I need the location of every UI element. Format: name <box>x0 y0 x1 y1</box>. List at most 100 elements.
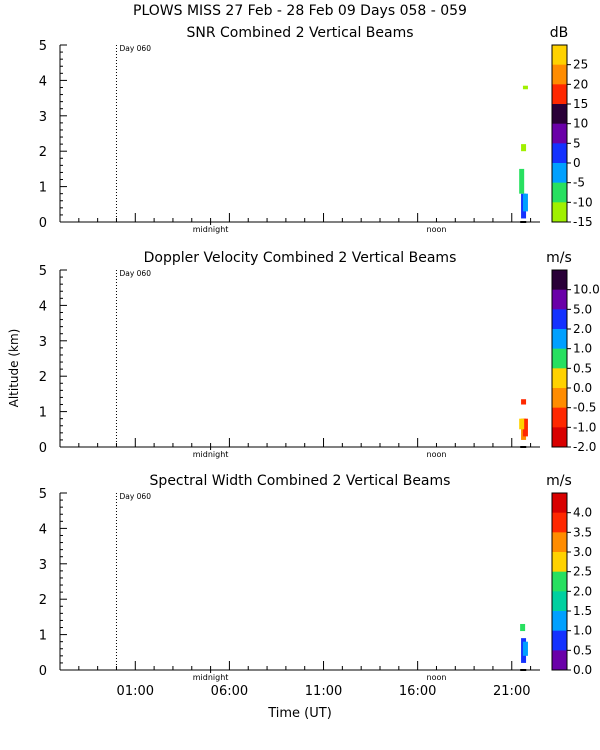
colorbar-label: 1.0 <box>573 342 592 356</box>
y-tick-label: 5 <box>39 264 47 279</box>
y-tick-label: 4 <box>39 522 47 537</box>
x-tick-label: 11:00 <box>305 684 342 699</box>
y-tick-label: 5 <box>39 487 47 502</box>
y-tick-label: 0 <box>39 664 47 679</box>
colorbar-units: m/s <box>546 250 572 266</box>
colorbar-label: 2.0 <box>573 322 592 336</box>
colorbar-segment <box>552 202 567 223</box>
colorbar-segment <box>552 309 567 330</box>
colorbar-label: 0.5 <box>573 643 592 657</box>
y-tick-label: 3 <box>39 110 47 125</box>
y-tick-label: 1 <box>39 406 47 421</box>
panel-3: Spectral Width Combined 2 Vertical Beams… <box>39 473 592 682</box>
colorbar-label: -2.0 <box>573 440 596 454</box>
colorbar-segment <box>552 123 567 144</box>
colorbar-label: 0.5 <box>573 361 592 375</box>
figure-title: PLOWS MISS 27 Feb - 28 Feb 09 Days 058 -… <box>133 3 467 19</box>
colorbar-frame <box>551 44 568 223</box>
colorbar-label: 1.0 <box>573 624 592 638</box>
colorbar-frame <box>551 269 568 448</box>
colorbar-segment <box>552 104 567 125</box>
panel-2: Doppler Velocity Combined 2 Vertical Bea… <box>39 250 600 459</box>
y-tick-label: 2 <box>39 145 47 160</box>
panel-title: Doppler Velocity Combined 2 Vertical Bea… <box>144 250 457 266</box>
colorbar-label: 2.0 <box>573 584 592 598</box>
colorbar-segment <box>552 552 567 573</box>
colorbar-units: dB <box>550 25 569 41</box>
colorbar-label: 0 <box>573 156 581 170</box>
y-axis-label: Altitude (km) <box>7 329 21 408</box>
colorbar-label: 20 <box>573 77 588 91</box>
colorbar-segment <box>552 630 567 651</box>
echo-cell <box>521 399 527 405</box>
colorbar-segment <box>552 182 567 203</box>
colorbar-segment <box>552 532 567 553</box>
y-tick-label: 2 <box>39 370 47 385</box>
colorbar-label: 1.5 <box>573 604 592 618</box>
y-tick-label: 3 <box>39 558 47 573</box>
panels: SNR Combined 2 Vertical Beams 0 1 2 3 4 5 Day 0… <box>39 25 600 699</box>
noon-label: noon <box>427 450 447 459</box>
colorbar-label: 4.0 <box>573 506 592 520</box>
surface-mark <box>520 669 527 671</box>
colorbar: m/s 4.0 3.5 3.0 2.5 2.0 1.5 1.0 0.5 0.0 <box>546 473 592 677</box>
day-marker-label: Day 060 <box>119 269 151 278</box>
x-tick-label: 21:00 <box>493 684 530 699</box>
colorbar-segment <box>552 348 567 369</box>
colorbar-label: 15 <box>573 97 588 111</box>
colorbar-label: -0.5 <box>573 401 596 415</box>
x-tick-label: 06:00 <box>211 684 248 699</box>
y-tick-label: 2 <box>39 593 47 608</box>
colorbar-segment <box>552 84 567 105</box>
noon-label: noon <box>427 673 447 682</box>
colorbar-segment <box>552 163 567 184</box>
colorbar-label: 5.0 <box>573 302 592 316</box>
colorbar-label: 0.0 <box>573 663 592 677</box>
y-tick-label: 0 <box>39 216 47 231</box>
colorbar-segment <box>552 611 567 632</box>
colorbar-label: -5 <box>573 176 585 190</box>
x-tick-label: 01:00 <box>117 684 154 699</box>
colorbar: m/s 10.0 5.0 2.0 1.0 0.5 0.0 -0.5 -1.0 -2.0 <box>546 250 600 454</box>
colorbar-label: -10 <box>573 195 593 209</box>
panel-title: Spectral Width Combined 2 Vertical Beams <box>150 473 451 489</box>
colorbar-segment <box>552 571 567 592</box>
echo-cell <box>522 193 528 212</box>
day-marker-label: Day 060 <box>119 44 151 53</box>
colorbar-segment <box>552 512 567 533</box>
echo-cell <box>522 85 528 90</box>
y-tick-label: 3 <box>39 335 47 350</box>
midnight-label: midnight <box>193 673 229 682</box>
colorbar-label: 10 <box>573 117 588 131</box>
midnight-label: midnight <box>193 225 229 234</box>
echo-cell <box>522 641 528 656</box>
colorbar-segment <box>552 368 567 389</box>
panel-title: SNR Combined 2 Vertical Beams <box>186 25 413 41</box>
colorbar-segment <box>552 427 567 448</box>
colorbar-label: 3.0 <box>573 545 592 559</box>
colorbar-segment <box>552 407 567 428</box>
echo-cell <box>522 418 528 437</box>
colorbar-segment <box>552 289 567 310</box>
day-marker-label: Day 060 <box>119 492 151 501</box>
colorbar-segment <box>552 493 567 514</box>
surface-mark <box>520 446 527 448</box>
y-tick-label: 4 <box>39 299 47 314</box>
echo-cell <box>520 623 526 632</box>
colorbar-label: 3.5 <box>573 525 592 539</box>
colorbar-label: -15 <box>573 215 593 229</box>
surface-mark <box>520 221 527 223</box>
x-tick-label: 16:00 <box>399 684 436 699</box>
colorbar-segment <box>552 388 567 409</box>
panel-1: SNR Combined 2 Vertical Beams 0 1 2 3 4 5 Day 0… <box>39 25 593 234</box>
noon-label: noon <box>427 225 447 234</box>
colorbar-label: 0.0 <box>573 381 592 395</box>
colorbar-label: 2.5 <box>573 565 592 579</box>
y-tick-label: 1 <box>39 181 47 196</box>
colorbar-segment <box>552 45 567 66</box>
colorbar-label: 25 <box>573 58 588 72</box>
colorbar: dB 25 20 15 10 5 0 -5 -10 -15 <box>550 25 593 229</box>
colorbar-label: 10.0 <box>573 283 600 297</box>
echo-cell <box>519 168 525 194</box>
